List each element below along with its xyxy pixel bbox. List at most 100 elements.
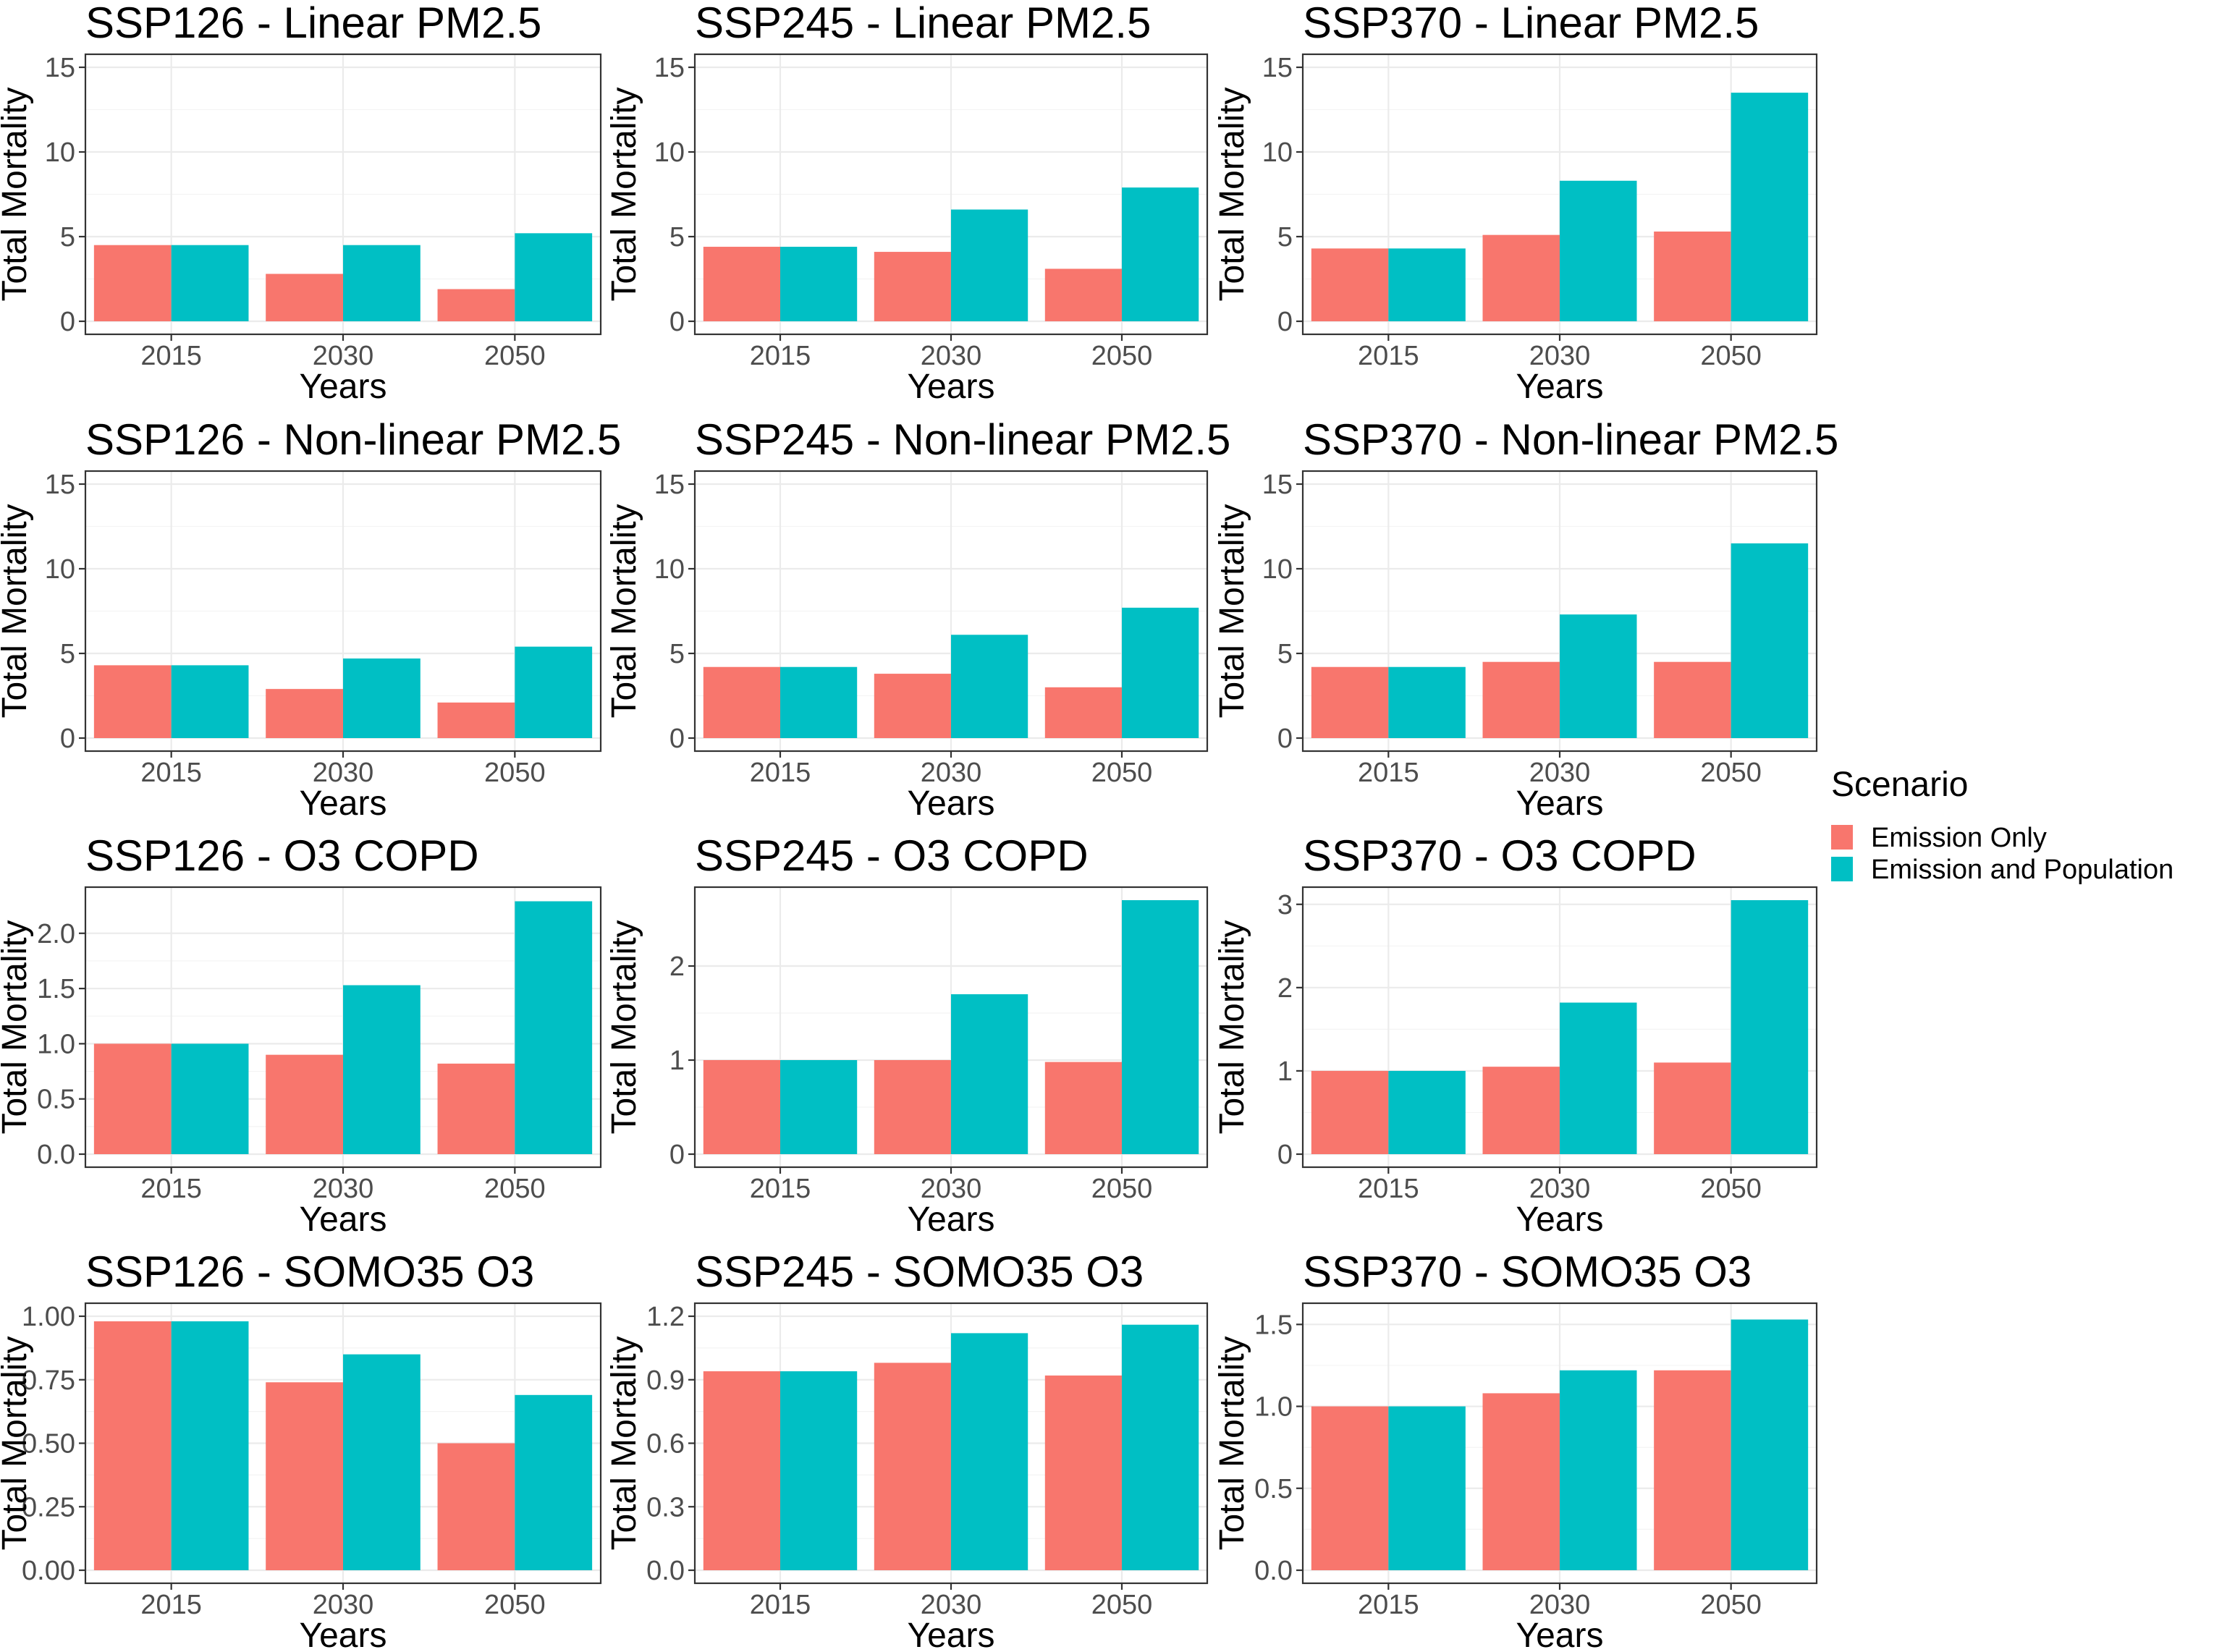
y-axis-title: Total Mortality [1213,504,1251,718]
y-tick-label: 5 [60,639,75,669]
panel-border [84,886,602,1169]
chart-panel: 0.0 0.5 1.0 1.5 2015 2030 2050 Years Total Morta… [1213,1248,1818,1652]
bar [515,1394,593,1570]
y-tick-label: 1.0 [1254,1392,1293,1423]
x-tick-label: 2030 [1529,1174,1591,1204]
bar [703,1060,780,1154]
bar [266,1382,343,1570]
x-axis-title: Years [908,1200,995,1239]
bar [343,1354,421,1570]
panel-title: SSP245 - SOMO35 O3 [695,1248,1144,1296]
bar [1731,900,1809,1154]
y-tick-label: 0.5 [37,1085,75,1115]
x-axis-title: Years [300,1617,387,1652]
bar [1482,661,1560,738]
bar [93,1321,172,1570]
panel-border [1301,470,1818,753]
chart-panel: 0.00 0.25 0.50 0.75 1.00 2015 2030 2050 Years Tot… [0,1248,602,1652]
x-tick-label: 2030 [313,1590,374,1620]
x-tick-label: 2050 [484,1590,546,1620]
panel-title: SSP370 - O3 COPD [1303,831,1697,880]
y-tick-label: 10 [654,554,685,585]
y-tick-label: 0 [60,724,75,754]
bar [266,274,343,321]
bar [951,1333,1028,1570]
y-axis-title: Total Mortality [0,920,34,1134]
bar [1122,900,1199,1154]
x-tick-label: 2015 [140,1174,202,1204]
bar [515,901,593,1154]
bar [951,994,1028,1154]
y-tick-label: 0.75 [22,1365,75,1396]
panel-title: SSP245 - Linear PM2.5 [695,0,1151,47]
y-tick-label: 0.00 [22,1556,75,1586]
bar [951,209,1028,321]
chart-panel: 0 5 10 15 2015 2030 2050 Years Total Mortality SS… [605,0,1209,406]
x-tick-label: 2015 [750,341,811,371]
bar [874,252,951,321]
y-axis-title: Total Mortality [1213,920,1251,1134]
panel-border [1301,886,1818,1169]
y-axis-title: Total Mortality [605,1336,643,1550]
legend-title: Scenario [1831,766,1968,804]
y-tick-label: 10 [45,137,75,168]
y-tick-label: 0.3 [646,1492,685,1522]
chart-panel: 0 5 10 15 2015 2030 2050 Years Total Mortality SS… [1213,415,1838,823]
bar [1731,1319,1809,1570]
bar [343,985,421,1154]
x-axis-title: Years [300,1200,387,1239]
bar [93,1043,172,1154]
y-tick-label: 10 [654,137,685,168]
x-tick-label: 2030 [1529,758,1591,788]
bar [515,646,593,738]
bar [1731,543,1809,738]
bar [437,702,515,738]
bar [1654,231,1731,321]
bar [1654,661,1731,738]
y-axis-title: Total Mortality [605,920,643,1134]
x-axis-title: Years [1516,1617,1604,1652]
x-tick-label: 2030 [313,758,374,788]
y-tick-label: 1.2 [646,1302,685,1332]
y-axis-title: Total Mortality [605,504,643,718]
panel-title: SSP126 - SOMO35 O3 [85,1248,534,1296]
y-axis-title: Total Mortality [1213,1336,1251,1550]
x-tick-label: 2050 [484,341,546,371]
x-tick-label: 2015 [140,758,202,788]
y-tick-label: 1.00 [22,1302,75,1332]
x-tick-label: 2015 [140,1590,202,1620]
y-axis-title: Total Mortality [0,87,34,301]
x-tick-label: 2030 [313,341,374,371]
legend-swatch [1831,857,1853,881]
x-axis-title: Years [300,784,387,823]
y-tick-label: 1.0 [37,1029,75,1059]
x-tick-label: 2050 [484,758,546,788]
x-tick-label: 2030 [313,1174,374,1204]
y-tick-label: 10 [1262,137,1293,168]
x-tick-label: 2050 [484,1174,546,1204]
y-tick-label: 0 [1277,307,1293,337]
legend-label: Emission and Population [1871,855,2173,885]
bar [703,1371,780,1570]
bar [874,1060,951,1154]
y-tick-label: 15 [654,470,685,500]
panel-title: SSP245 - O3 COPD [695,831,1089,880]
x-axis-title: Years [1516,1200,1604,1239]
panel-title: SSP126 - O3 COPD [85,831,479,880]
y-tick-label: 1.5 [1254,1310,1293,1340]
x-tick-label: 2030 [921,758,982,788]
x-axis-title: Years [908,368,995,406]
panel-border [84,1302,602,1585]
panel-border [1301,1302,1818,1585]
bar [1482,1067,1560,1154]
y-tick-label: 0 [1277,1140,1293,1170]
y-axis-title: Total Mortality [605,87,643,301]
bar [1482,234,1560,321]
y-tick-label: 3 [1277,890,1293,920]
y-tick-label: 1 [1277,1056,1293,1087]
y-tick-label: 2.0 [37,919,75,949]
y-tick-label: 0 [669,307,685,337]
x-tick-label: 2050 [1700,1590,1762,1620]
y-tick-label: 0 [669,724,685,754]
